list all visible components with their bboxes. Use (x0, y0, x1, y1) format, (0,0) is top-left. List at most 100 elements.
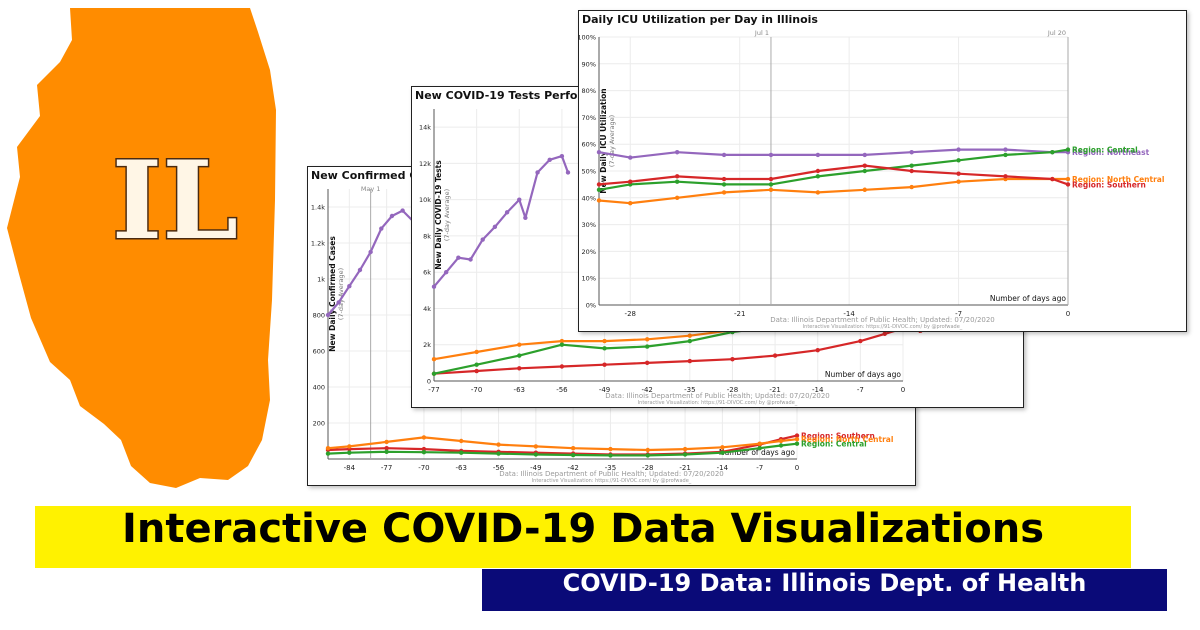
y-axis-label: New Daily ICU Utilization (599, 88, 608, 193)
data-point (400, 208, 405, 213)
x-tick-label: -14 (843, 310, 855, 318)
data-point (421, 435, 427, 440)
x-tick-label: -7 (756, 464, 763, 472)
data-point (674, 179, 680, 184)
x-tick-label: -63 (514, 386, 525, 394)
y-tick-label: 60% (582, 141, 596, 149)
icu-chart-card[interactable]: -28 -21 -14 -7 0 0% 10% 20% 30% 40% 50% 60% 70% 80% 90… (578, 10, 1187, 332)
data-point (687, 358, 693, 364)
x-tick-label: -21 (734, 310, 745, 318)
data-point (347, 284, 352, 289)
series-label: Region: Central (801, 440, 867, 449)
data-point (794, 441, 800, 446)
data-point (682, 452, 688, 457)
data-point (757, 441, 762, 446)
data-point (535, 170, 540, 175)
y-tick-label: 2k (423, 341, 431, 349)
data-point (674, 195, 680, 200)
series-label: Region: Northeast (1072, 148, 1150, 157)
x-tick-label: -63 (456, 464, 467, 472)
x-tick-label: -42 (567, 464, 578, 472)
data-point (882, 331, 887, 337)
data-point (778, 443, 784, 448)
data-point (596, 198, 602, 203)
series-label: Region: Central (1072, 146, 1138, 155)
data-point (628, 155, 633, 160)
data-point (325, 451, 331, 456)
date-marker-label: Jul 20 (1047, 29, 1066, 37)
illinois-state-shape (7, 8, 276, 488)
data-point (602, 338, 607, 344)
data-point (956, 158, 961, 163)
data-point (559, 364, 565, 369)
x-tick-label: -77 (428, 386, 439, 394)
data-point (862, 152, 867, 158)
y-tick-label: 200 (313, 420, 325, 428)
x-tick-label: -28 (642, 464, 653, 472)
chart-credit[interactable]: Interactive Visualization: https://91-DI… (637, 400, 798, 406)
data-point (720, 445, 725, 450)
y-tick-label: 20% (582, 248, 596, 256)
data-point (389, 213, 395, 219)
data-point (628, 179, 633, 184)
x-tick-label: -14 (812, 386, 824, 394)
data-point (492, 224, 498, 230)
data-point (421, 449, 427, 455)
x-tick-label: 0 (901, 386, 905, 394)
data-point (674, 150, 680, 155)
x-tick-label: -84 (344, 464, 356, 472)
x-tick-label: -77 (381, 464, 392, 472)
data-point (379, 226, 384, 231)
data-point (474, 368, 479, 374)
y-tick-label: 100% (579, 34, 596, 42)
data-point (628, 200, 633, 206)
data-point (730, 357, 735, 362)
y-tick-label: 14k (419, 124, 431, 132)
series-label: Region: North Central (1072, 175, 1164, 184)
data-point (768, 152, 774, 158)
data-point (504, 210, 510, 215)
data-point (815, 347, 820, 353)
chart-source: Data: Illinois Department of Public Heal… (499, 470, 724, 478)
data-point (496, 442, 501, 447)
date-marker-label: Jul 1 (754, 29, 769, 37)
data-point (644, 344, 650, 349)
chart-title: New COVID-19 Tests Performe (415, 89, 602, 102)
data-point (757, 446, 762, 451)
data-point (443, 270, 449, 275)
y-axis-sublabel: (7-day Average) (337, 268, 345, 320)
data-point (909, 150, 914, 155)
data-point (862, 187, 867, 192)
data-point (336, 300, 341, 305)
chart-credit[interactable]: Interactive Visualization: https://91-DI… (802, 324, 963, 330)
x-tick-label: -56 (493, 464, 505, 472)
chart-title: Daily ICU Utilization per Day in Illinoi… (582, 13, 818, 26)
y-tick-label: 1.4k (311, 204, 325, 212)
y-tick-label: 1.2k (311, 240, 325, 248)
data-point (459, 438, 464, 444)
x-tick-label: -42 (641, 386, 652, 394)
subheadline-banner: COVID-19 Data: Illinois Dept. of Health (482, 569, 1167, 611)
data-point (565, 170, 571, 175)
y-tick-label: 70% (582, 114, 596, 122)
data-point (768, 176, 774, 182)
icu-chart: -28 -21 -14 -7 0 0% 10% 20% 30% 40% 50% 60% 70% 80% 90… (579, 29, 1164, 318)
data-point (596, 150, 602, 155)
data-point (431, 284, 437, 289)
data-point (357, 267, 363, 273)
series-line (433, 327, 904, 375)
y-axis-sublabel: (7-day Average) (443, 189, 451, 241)
y-axis-sublabel: (7-day Average) (608, 115, 616, 167)
series-line (598, 164, 1069, 186)
y-tick-label: 90% (582, 60, 596, 68)
data-point (468, 257, 473, 262)
x-tick-label: -14 (717, 464, 729, 472)
x-tick-label: 0 (795, 464, 799, 472)
data-point (421, 446, 427, 452)
y-tick-label: 600 (313, 348, 325, 356)
data-point (570, 446, 576, 451)
data-point (862, 163, 867, 168)
data-point (517, 366, 522, 371)
series-line (598, 148, 1069, 191)
chart-credit[interactable]: Interactive Visualization: https://91-DI… (531, 478, 692, 484)
